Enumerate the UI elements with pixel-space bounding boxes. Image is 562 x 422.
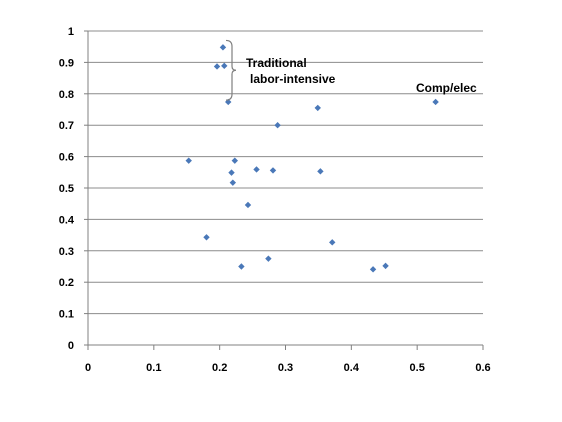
data-point	[185, 157, 192, 164]
x-tick-label: 0.5	[410, 362, 425, 374]
y-tick-label: 0.8	[59, 89, 74, 101]
y-tick-label: 0.6	[59, 152, 74, 164]
data-point	[221, 62, 228, 70]
x-axis-tick-labels: 0 0.1 0.2 0.3 0.4 0.5 0.6	[85, 362, 491, 374]
data-point	[253, 166, 260, 173]
data-point	[329, 239, 336, 246]
data-point	[219, 44, 227, 51]
data-point	[244, 201, 252, 209]
y-tick-label: 0.1	[59, 309, 74, 321]
annotation-label-traditional: Traditional	[246, 56, 307, 70]
annotation-label-comp-elec: Comp/elec	[416, 81, 477, 95]
y-tick-label: 0.5	[59, 183, 74, 195]
data-point	[231, 157, 239, 164]
y-tick-label: 1	[68, 26, 74, 38]
data-point	[317, 168, 324, 175]
y-tick-label: 0	[68, 340, 74, 352]
axes	[84, 30, 484, 350]
y-tick-label: 0.7	[59, 120, 74, 132]
gridlines	[88, 30, 483, 315]
y-tick-label: 0.9	[59, 57, 74, 69]
x-tick-label: 0.2	[212, 362, 227, 374]
annotation-bracket	[225, 39, 237, 101]
data-point	[382, 262, 389, 270]
data-point	[369, 266, 377, 273]
data-point	[274, 122, 281, 129]
data-points	[185, 44, 439, 273]
x-tick-label: 0.6	[475, 362, 490, 374]
y-tick-label: 0.2	[59, 277, 74, 289]
data-point	[213, 63, 221, 70]
data-point	[314, 104, 321, 112]
y-axis-tick-labels: 0 0.1 0.2 0.3 0.4 0.5 0.6 0.7 0.8 0.9 1	[59, 26, 75, 352]
data-point	[228, 169, 235, 176]
annotation-label-labor-intensive: labor-intensive	[250, 72, 336, 86]
data-point	[203, 234, 210, 241]
data-point	[432, 98, 439, 106]
x-tick-label: 0.1	[146, 362, 161, 374]
data-point	[269, 167, 277, 174]
data-point	[229, 179, 237, 186]
y-tick-label: 0.4	[59, 214, 75, 226]
data-point	[265, 255, 272, 262]
data-point	[238, 263, 245, 270]
x-tick-label: 0.4	[344, 362, 360, 374]
x-tick-label: 0.3	[278, 362, 293, 374]
y-tick-label: 0.3	[59, 246, 74, 258]
x-tick-label: 0	[85, 362, 91, 374]
annotations: Traditional labor-intensive Comp/elec	[225, 39, 477, 101]
